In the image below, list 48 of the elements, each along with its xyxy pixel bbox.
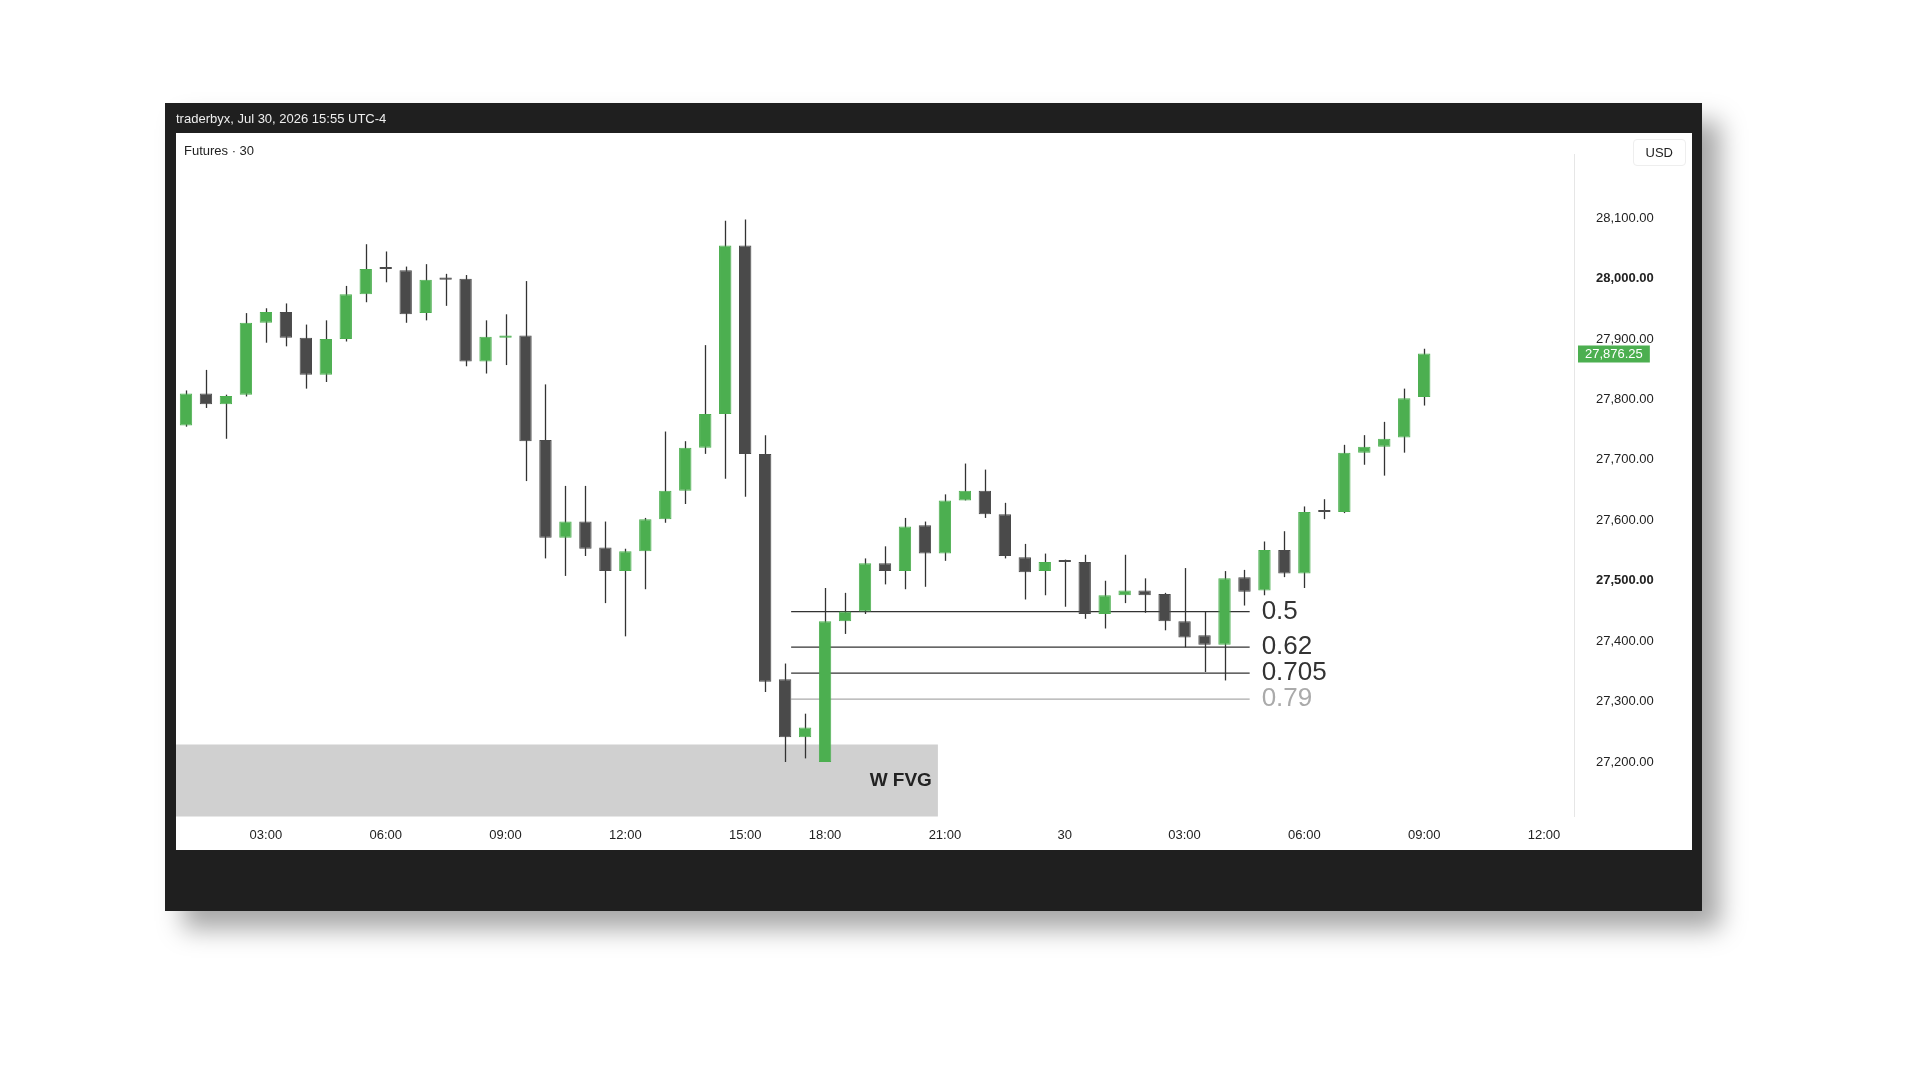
candlestick [1118, 554, 1131, 604]
y-tick-label: 27,500.00 [1596, 572, 1654, 588]
candlestick [1358, 434, 1371, 466]
x-tick-label: 03:00 [1168, 826, 1201, 842]
candlestick [1238, 569, 1251, 607]
band-label: W FVG [869, 768, 932, 790]
candlestick [1038, 552, 1051, 596]
candlestick [219, 394, 233, 440]
candlestick [439, 273, 452, 307]
candlestick [1018, 543, 1031, 601]
y-tick-label: 27,900.00 [1596, 330, 1654, 346]
candlestick [499, 313, 512, 366]
y-tick-label: 27,600.00 [1596, 511, 1654, 527]
x-tick-label: 18:00 [808, 826, 842, 842]
candlestick [279, 302, 293, 347]
y-tick-label: 28,000.00 [1596, 270, 1654, 286]
candlestick [619, 548, 632, 637]
candlestick [878, 545, 892, 586]
x-tick-label: 30 [1057, 826, 1072, 842]
x-tick-label: 21:00 [928, 826, 962, 842]
y-tick-label: 27,700.00 [1596, 451, 1654, 467]
y-tick-label: 27,200.00 [1596, 753, 1654, 769]
candlestick [559, 485, 572, 577]
text: traderbyx, Jul 30, 2026 15:55 UTC-4 [176, 111, 387, 126]
candlestick [359, 243, 372, 303]
text: 27,876.25 [1585, 346, 1643, 362]
candlestick [1378, 421, 1391, 477]
x-tick-label: 09:00 [1407, 826, 1441, 842]
x-tick-label: 12:00 [609, 826, 642, 842]
x-tick-label: 06:00 [369, 826, 402, 842]
candlestick [1278, 530, 1291, 578]
y-tick-label: 27,800.00 [1596, 391, 1654, 407]
y-tick-label: 27,400.00 [1596, 632, 1654, 648]
x-tick-label: 15:00 [728, 826, 762, 842]
y-tick-label: 27,300.00 [1596, 693, 1654, 709]
chart-title: Futures · 30 [184, 143, 255, 158]
text: USD [1632, 139, 1686, 166]
x-tick-label: 12:00 [1527, 826, 1561, 842]
candlestick [479, 319, 492, 375]
candlestick [978, 468, 992, 519]
candlestick [599, 520, 612, 604]
y-tick-label: 28,100.00 [1596, 209, 1654, 225]
annotation: 0.5 [1261, 594, 1298, 625]
candlestick [259, 307, 273, 344]
x-tick-label: 09:00 [489, 826, 522, 842]
candlestick [199, 369, 213, 409]
x-tick-label: 03:00 [249, 826, 283, 842]
x-tick-label: 06:00 [1288, 826, 1321, 842]
